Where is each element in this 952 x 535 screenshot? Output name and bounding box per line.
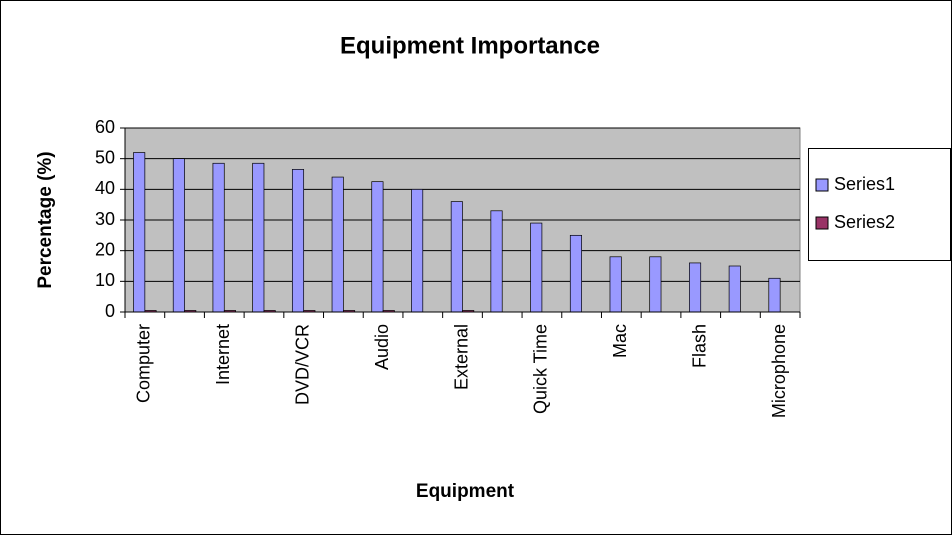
bar	[689, 262, 702, 313]
y-tick-label: 50	[95, 147, 115, 167]
bar	[490, 210, 503, 313]
legend-swatch	[815, 216, 829, 230]
bar	[609, 256, 622, 313]
x-tick-label: Mac	[610, 324, 630, 358]
bar	[450, 201, 463, 313]
bar	[768, 277, 781, 313]
bar	[371, 181, 384, 313]
y-tick-label: 30	[95, 209, 115, 229]
y-tick-label: 60	[95, 117, 115, 137]
bar	[649, 256, 662, 313]
bar	[252, 162, 265, 313]
legend-label: Series1	[834, 174, 895, 194]
y-tick-label: 40	[95, 178, 115, 198]
bar	[569, 234, 582, 313]
x-tick-label: Quick Time	[531, 324, 551, 414]
x-tick-label: Flash	[689, 324, 709, 368]
x-tick-label: Computer	[134, 324, 154, 403]
y-axis-title: Percentage (%)	[35, 151, 56, 288]
bar	[133, 152, 146, 313]
bar	[728, 265, 741, 313]
bar	[172, 158, 185, 313]
x-tick-label: Microphone	[769, 324, 789, 418]
legend-swatch	[815, 178, 829, 192]
bar	[331, 176, 344, 313]
bar	[212, 162, 225, 313]
chart-title: Equipment Importance	[340, 32, 600, 59]
y-tick-label: 10	[95, 270, 115, 290]
x-tick-label: Internet	[213, 324, 233, 385]
bar	[530, 222, 543, 313]
y-tick-label: 0	[105, 301, 115, 321]
x-tick-label: External	[451, 324, 471, 390]
legend-label: Series2	[834, 212, 895, 232]
bar	[411, 188, 424, 313]
x-tick-label: Audio	[372, 324, 392, 370]
y-tick-label: 20	[95, 239, 115, 259]
x-tick-label: DVD/VCR	[292, 324, 312, 405]
x-axis-title: Equipment	[416, 481, 515, 502]
bar	[291, 169, 305, 313]
legend	[808, 148, 951, 261]
